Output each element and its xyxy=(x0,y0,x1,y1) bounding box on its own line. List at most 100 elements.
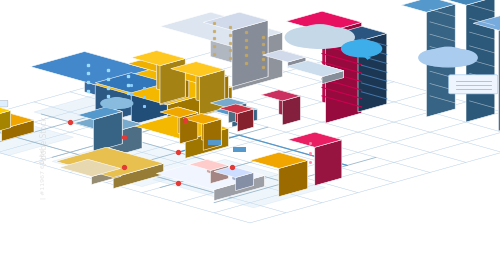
Polygon shape xyxy=(88,65,232,105)
Polygon shape xyxy=(203,119,221,150)
Polygon shape xyxy=(207,159,264,186)
Polygon shape xyxy=(261,90,300,101)
Polygon shape xyxy=(358,33,387,112)
Polygon shape xyxy=(200,70,225,115)
Polygon shape xyxy=(207,159,229,179)
Polygon shape xyxy=(0,111,10,131)
Polygon shape xyxy=(214,166,254,178)
Polygon shape xyxy=(203,101,257,116)
Ellipse shape xyxy=(112,99,132,108)
Polygon shape xyxy=(202,113,221,145)
Polygon shape xyxy=(315,132,342,178)
Polygon shape xyxy=(131,73,167,115)
Polygon shape xyxy=(178,114,228,146)
Polygon shape xyxy=(56,147,164,178)
Polygon shape xyxy=(279,152,308,189)
Polygon shape xyxy=(106,147,164,174)
Polygon shape xyxy=(160,12,282,46)
Polygon shape xyxy=(228,103,246,123)
Polygon shape xyxy=(236,104,254,127)
Polygon shape xyxy=(2,120,34,141)
Polygon shape xyxy=(153,65,232,107)
Polygon shape xyxy=(30,52,149,85)
Polygon shape xyxy=(232,32,282,91)
Polygon shape xyxy=(131,83,167,125)
Polygon shape xyxy=(95,70,149,125)
Polygon shape xyxy=(210,12,282,77)
Polygon shape xyxy=(364,57,372,60)
Polygon shape xyxy=(131,50,185,66)
Polygon shape xyxy=(128,55,189,73)
Polygon shape xyxy=(228,98,246,118)
Polygon shape xyxy=(466,0,495,122)
Polygon shape xyxy=(228,101,257,120)
Ellipse shape xyxy=(288,26,352,48)
Polygon shape xyxy=(470,0,495,114)
Polygon shape xyxy=(196,62,225,108)
Ellipse shape xyxy=(354,42,380,56)
Polygon shape xyxy=(279,160,308,197)
Polygon shape xyxy=(288,132,342,147)
Polygon shape xyxy=(135,114,228,140)
Polygon shape xyxy=(153,159,326,208)
Polygon shape xyxy=(326,22,362,123)
Polygon shape xyxy=(34,92,185,134)
Polygon shape xyxy=(232,109,257,127)
Polygon shape xyxy=(52,139,221,186)
Polygon shape xyxy=(77,107,122,120)
Polygon shape xyxy=(156,50,185,97)
Polygon shape xyxy=(185,128,228,158)
Polygon shape xyxy=(189,159,228,171)
Polygon shape xyxy=(262,50,306,62)
Polygon shape xyxy=(113,164,164,189)
Polygon shape xyxy=(210,98,246,108)
Polygon shape xyxy=(200,76,228,116)
Polygon shape xyxy=(430,0,455,109)
Polygon shape xyxy=(0,119,74,155)
Polygon shape xyxy=(167,87,232,125)
Ellipse shape xyxy=(420,48,476,67)
Polygon shape xyxy=(473,15,500,30)
Polygon shape xyxy=(498,22,500,131)
Ellipse shape xyxy=(108,98,126,106)
Ellipse shape xyxy=(300,25,340,42)
Polygon shape xyxy=(203,12,268,30)
Polygon shape xyxy=(232,20,268,87)
Polygon shape xyxy=(59,159,120,176)
Polygon shape xyxy=(178,107,198,139)
Polygon shape xyxy=(322,11,362,113)
Polygon shape xyxy=(250,152,308,169)
Text: | #11967 61466: | #11967 61466 xyxy=(40,148,46,199)
Polygon shape xyxy=(322,71,344,84)
Polygon shape xyxy=(315,140,342,186)
Polygon shape xyxy=(171,62,225,77)
Polygon shape xyxy=(238,109,254,132)
Polygon shape xyxy=(106,114,142,148)
Polygon shape xyxy=(74,114,142,133)
Polygon shape xyxy=(84,52,149,110)
Polygon shape xyxy=(401,0,455,12)
Polygon shape xyxy=(110,124,142,157)
Polygon shape xyxy=(88,159,120,176)
Polygon shape xyxy=(426,4,455,117)
Ellipse shape xyxy=(286,28,330,47)
Polygon shape xyxy=(180,113,198,144)
Polygon shape xyxy=(280,50,306,63)
Polygon shape xyxy=(0,107,10,114)
Polygon shape xyxy=(92,169,120,185)
Polygon shape xyxy=(232,166,254,186)
Polygon shape xyxy=(156,159,264,190)
Ellipse shape xyxy=(440,50,477,66)
Polygon shape xyxy=(308,60,344,78)
Polygon shape xyxy=(441,0,495,5)
Polygon shape xyxy=(214,176,264,201)
Polygon shape xyxy=(333,26,387,41)
Ellipse shape xyxy=(350,40,374,53)
Polygon shape xyxy=(0,110,34,129)
Polygon shape xyxy=(208,140,220,145)
Polygon shape xyxy=(184,113,221,124)
Text: Adobe Stock: Adobe Stock xyxy=(40,116,49,164)
Polygon shape xyxy=(236,172,254,191)
Polygon shape xyxy=(160,59,185,104)
Polygon shape xyxy=(232,147,245,152)
